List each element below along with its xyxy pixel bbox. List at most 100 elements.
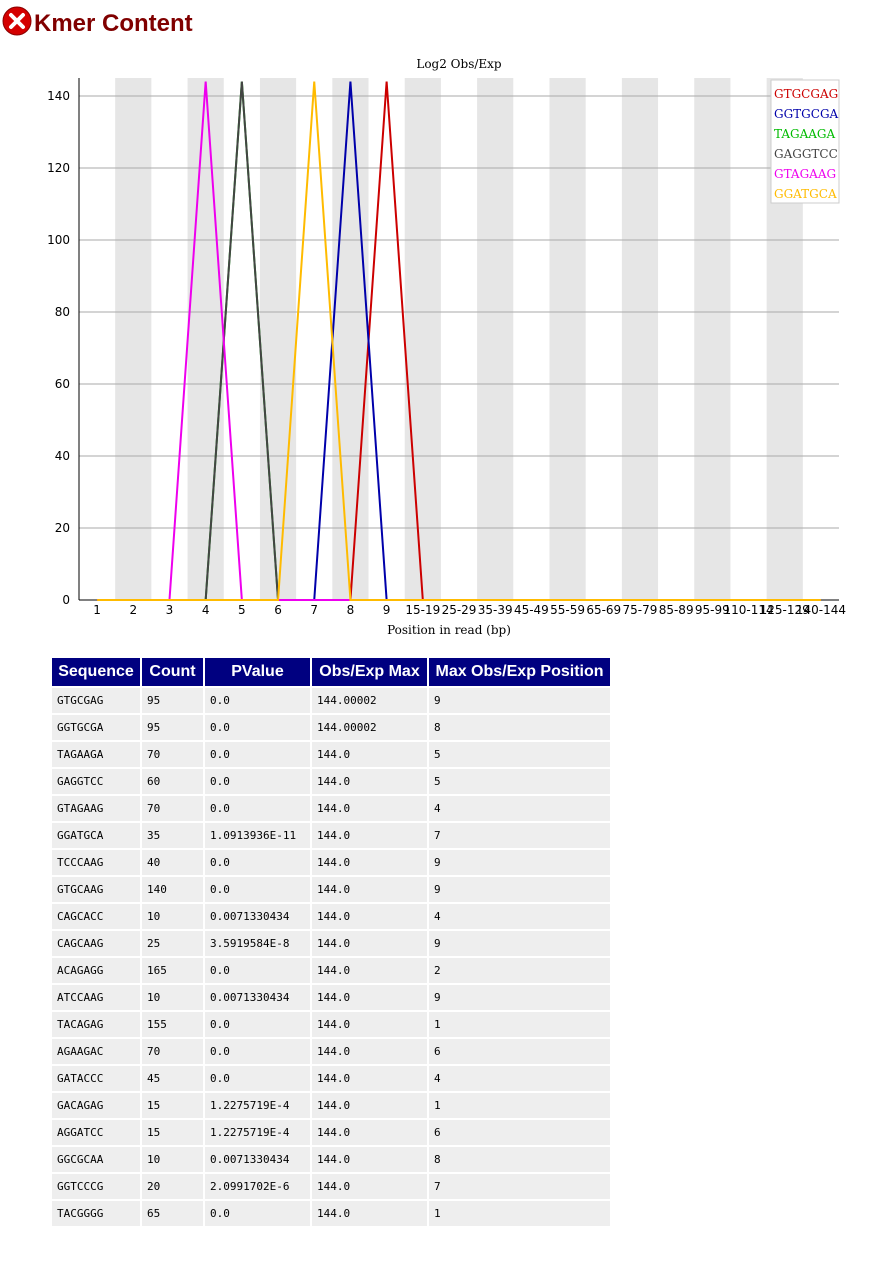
y-tick-label: 140 [47, 89, 70, 103]
series-layer [97, 81, 821, 601]
cell-sequence: ACAGAGG [52, 958, 140, 983]
series-line-ggatgca [97, 81, 821, 601]
cell-obs-exp-max: 144.0 [312, 823, 427, 848]
table-header-row: Sequence Count PValue Obs/Exp Max Max Ob… [52, 658, 610, 686]
cell-pvalue: 0.0 [205, 796, 310, 821]
cell-pvalue: 0.0071330434 [205, 985, 310, 1010]
band-stripe [187, 78, 224, 600]
cell-count: 10 [142, 1147, 203, 1172]
cell-count: 45 [142, 1066, 203, 1091]
cell-pvalue: 0.0 [205, 1039, 310, 1064]
table-row: ACAGAGG 165 0.0 144.0 2 [52, 958, 610, 983]
cell-sequence: AGGATCC [52, 1120, 140, 1145]
table-row: GATACCC 45 0.0 144.0 4 [52, 1066, 610, 1091]
x-tick-label: 140-144 [796, 603, 846, 617]
cell-max-position: 8 [429, 715, 610, 740]
header-count: Count [142, 658, 203, 686]
cell-max-position: 9 [429, 931, 610, 956]
cell-max-position: 5 [429, 769, 610, 794]
x-tick-label: 25-29 [442, 603, 477, 617]
legend-entry: GGTGCGA [774, 107, 839, 121]
cell-obs-exp-max: 144.0 [312, 985, 427, 1010]
band-stripe [694, 78, 731, 600]
table-body: GTGCGAG 95 0.0 144.00002 9 GGTGCGA 95 0.0 144.00… [52, 688, 610, 1226]
cell-obs-exp-max: 144.0 [312, 742, 427, 767]
cell-sequence: GACAGAG [52, 1093, 140, 1118]
x-tick-label: 3 [166, 603, 174, 617]
cell-sequence: GTAGAAG [52, 796, 140, 821]
cell-count: 10 [142, 904, 203, 929]
cell-max-position: 8 [429, 1147, 610, 1172]
band-stripe [332, 78, 369, 600]
cell-max-position: 5 [429, 742, 610, 767]
cell-sequence: AGAAGAC [52, 1039, 140, 1064]
table-row: AGAAGAC 70 0.0 144.0 6 [52, 1039, 610, 1064]
cell-obs-exp-max: 144.0 [312, 877, 427, 902]
table-row: GGATGCA 35 1.0913936E-11 144.0 7 [52, 823, 610, 848]
kmer-table: Sequence Count PValue Obs/Exp Max Max Ob… [50, 656, 612, 1228]
cell-obs-exp-max: 144.0 [312, 850, 427, 875]
band-stripe [549, 78, 586, 600]
cell-pvalue: 3.5919584E-8 [205, 931, 310, 956]
x-tick-label: 75-79 [623, 603, 658, 617]
cell-pvalue: 0.0 [205, 769, 310, 794]
y-tick-label: 120 [47, 161, 70, 175]
cell-pvalue: 1.2275719E-4 [205, 1093, 310, 1118]
report-header: Kmer Content [2, 4, 193, 38]
cell-pvalue: 0.0 [205, 715, 310, 740]
band-stripe [115, 78, 152, 600]
table-row: TACAGAG 155 0.0 144.0 1 [52, 1012, 610, 1037]
cell-max-position: 1 [429, 1201, 610, 1226]
x-tick-label: 4 [202, 603, 210, 617]
cell-sequence: GGCGCAA [52, 1147, 140, 1172]
axes-layer: 0 20 40 60 80 100 120 140 1 2 3 4 5 6 7 8 9 15-19 25-29 35-… [47, 78, 846, 617]
y-tick-label: 40 [55, 449, 70, 463]
cell-sequence: TAGAAGA [52, 742, 140, 767]
table-row: TACGGGG 65 0.0 144.0 1 [52, 1201, 610, 1226]
table-row: ATCCAAG 10 0.0071330434 144.0 9 [52, 985, 610, 1010]
cell-count: 165 [142, 958, 203, 983]
cell-obs-exp-max: 144.0 [312, 1147, 427, 1172]
cell-obs-exp-max: 144.0 [312, 1012, 427, 1037]
cell-count: 65 [142, 1201, 203, 1226]
cell-max-position: 4 [429, 1066, 610, 1091]
cell-count: 60 [142, 769, 203, 794]
cell-obs-exp-max: 144.0 [312, 931, 427, 956]
x-axis-label: Position in read (bp) [387, 623, 511, 637]
table-row: GGTGCGA 95 0.0 144.00002 8 [52, 715, 610, 740]
cell-obs-exp-max: 144.0 [312, 796, 427, 821]
cell-pvalue: 0.0071330434 [205, 1147, 310, 1172]
x-tick-label: 7 [310, 603, 318, 617]
x-tick-label: 1 [93, 603, 101, 617]
cell-sequence: CAGCACC [52, 904, 140, 929]
legend-entry: GAGGTCC [774, 147, 838, 161]
header-pvalue: PValue [205, 658, 310, 686]
header-sequence: Sequence [52, 658, 140, 686]
cell-sequence: CAGCAAG [52, 931, 140, 956]
cell-max-position: 6 [429, 1039, 610, 1064]
cell-sequence: TACAGAG [52, 1012, 140, 1037]
fail-icon [2, 6, 32, 36]
cell-count: 15 [142, 1120, 203, 1145]
cell-count: 25 [142, 931, 203, 956]
header-obs-exp-max: Obs/Exp Max [312, 658, 427, 686]
kmer-content-chart: 0 20 40 60 80 100 120 140 1 2 3 4 5 6 7 8 9 15-19 25-29 35-… [47, 57, 846, 637]
table-row: GTGCGAG 95 0.0 144.00002 9 [52, 688, 610, 713]
cell-count: 20 [142, 1174, 203, 1199]
band-stripe [621, 78, 659, 600]
cell-obs-exp-max: 144.0 [312, 769, 427, 794]
cell-sequence: GTGCGAG [52, 688, 140, 713]
x-tick-label: 5 [238, 603, 246, 617]
cell-obs-exp-max: 144.0 [312, 1093, 427, 1118]
cell-pvalue: 0.0 [205, 958, 310, 983]
table-row: TAGAAGA 70 0.0 144.0 5 [52, 742, 610, 767]
table-row: GGCGCAA 10 0.0071330434 144.0 8 [52, 1147, 610, 1172]
cell-sequence: GGATGCA [52, 823, 140, 848]
cell-obs-exp-max: 144.0 [312, 1201, 427, 1226]
page-title: Kmer Content [34, 10, 193, 37]
cell-obs-exp-max: 144.0 [312, 904, 427, 929]
x-tick-label: 15-19 [405, 603, 440, 617]
band-stripe [259, 78, 297, 600]
cell-pvalue: 0.0 [205, 742, 310, 767]
cell-obs-exp-max: 144.00002 [312, 688, 427, 713]
